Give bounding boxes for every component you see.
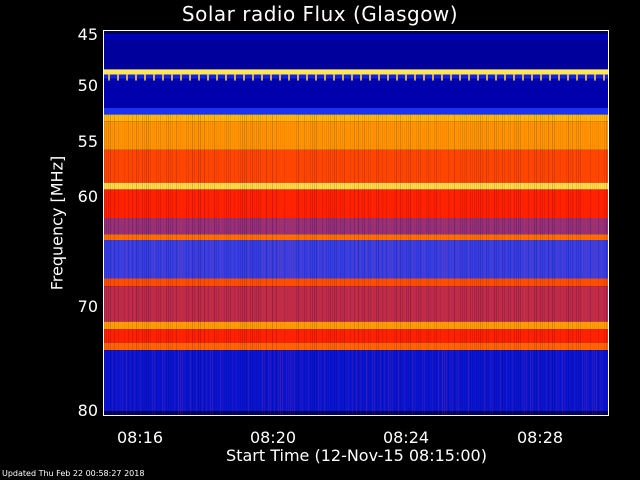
- frequency-band: [104, 189, 608, 218]
- frequency-band: [104, 78, 608, 108]
- frequency-band: [104, 34, 608, 41]
- frequency-band: [104, 108, 608, 115]
- frequency-band: [104, 234, 608, 240]
- y-tick-label: 50: [77, 76, 98, 95]
- frequency-band: [104, 69, 608, 75]
- plot-frame: [103, 30, 609, 416]
- frequency-band: [104, 350, 608, 411]
- spectrogram-plot: [104, 31, 608, 415]
- frequency-band: [104, 286, 608, 322]
- x-tick-label: 08:20: [249, 428, 297, 447]
- x-axis-label: Start Time (12-Nov-15 08:15:00): [226, 446, 487, 465]
- y-axis-label: Frequency [MHz]: [47, 155, 67, 291]
- y-tick-label: 60: [77, 187, 98, 206]
- frequency-band: [104, 40, 608, 70]
- frequency-band: [104, 278, 608, 287]
- frequency-band: [104, 218, 608, 235]
- frequency-band: [104, 329, 608, 343]
- x-tick-label: 08:24: [382, 428, 430, 447]
- y-tick-label: 55: [77, 132, 98, 151]
- x-tick-label: 08:16: [116, 428, 164, 447]
- y-tick-label: 70: [77, 297, 98, 316]
- y-tick-label: 45: [77, 25, 98, 44]
- frequency-band: [104, 321, 608, 330]
- frequency-band: [104, 240, 608, 279]
- frequency-band: [104, 182, 608, 190]
- noise-texture: [104, 74, 607, 415]
- frequency-band: [104, 149, 608, 183]
- chart-title: Solar radio Flux (Glasgow): [181, 2, 459, 26]
- updated-timestamp: Updated Thu Feb 22 00:58:27 2018: [2, 469, 145, 478]
- y-tick-label: 80: [77, 401, 98, 420]
- x-tick-label: 08:28: [516, 428, 564, 447]
- frequency-band: [104, 121, 608, 150]
- frequency-band: [104, 342, 608, 351]
- frequency-band: [104, 114, 608, 122]
- frequency-band: [104, 74, 608, 79]
